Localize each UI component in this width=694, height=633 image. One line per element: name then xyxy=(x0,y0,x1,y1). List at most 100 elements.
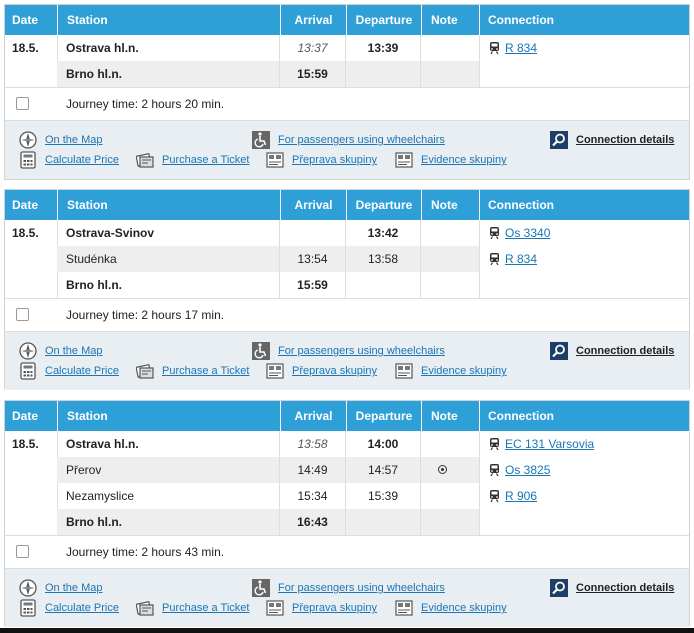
train-link[interactable]: Os 3340 xyxy=(505,226,551,240)
connection-details-link[interactable]: Connection details xyxy=(576,582,675,594)
station-name: Ostrava-Svinov xyxy=(57,220,280,246)
on-the-map-link[interactable]: On the Map xyxy=(45,345,103,357)
station-name: Přerov xyxy=(57,457,280,483)
on-the-map-link[interactable]: On the Map xyxy=(45,134,103,146)
departure-time: 14:00 xyxy=(346,431,421,457)
bottom-edge xyxy=(0,628,694,633)
group-transport-link[interactable]: Přeprava skupiny xyxy=(292,365,377,377)
arrival-time: 14:49 xyxy=(280,457,346,483)
train-link[interactable]: EC 131 Varsovia xyxy=(505,437,595,451)
departure-time: 13:58 xyxy=(346,246,421,272)
calculator-icon xyxy=(20,599,36,617)
calculate-price-link[interactable]: Calculate Price xyxy=(45,154,119,166)
on-the-map-link[interactable]: On the Map xyxy=(45,582,103,594)
station-name: Ostrava hl.n. xyxy=(57,35,280,61)
header-station: Station xyxy=(57,5,280,35)
header-date: Date xyxy=(12,198,39,212)
train-link[interactable]: R 834 xyxy=(505,41,538,55)
calculate-price-link[interactable]: Calculate Price xyxy=(45,365,119,377)
departure-time: 13:39 xyxy=(346,35,421,61)
table-row: Brno hl.n. 15:59 xyxy=(57,61,479,87)
group-evidence-link[interactable]: Evidence skupiny xyxy=(421,365,507,377)
group-evidence-icon xyxy=(395,600,413,616)
arrival-time: 15:59 xyxy=(280,61,346,87)
connection-details-link[interactable]: Connection details xyxy=(576,134,675,146)
note-cell xyxy=(421,61,479,87)
connection-train: R 906 xyxy=(489,483,537,509)
table-row: Nezamyslice 15:34 15:39 xyxy=(57,483,479,509)
purchase-ticket-link[interactable]: Purchase a Ticket xyxy=(162,365,250,377)
group-evidence-link[interactable]: Evidence skupiny xyxy=(421,154,507,166)
train-icon xyxy=(490,490,499,502)
departure-time xyxy=(346,272,421,298)
magnifier-icon xyxy=(550,579,568,597)
header-connection: Connection xyxy=(479,190,689,220)
table-row: Přerov 14:49 14:57 xyxy=(57,457,479,483)
wheelchair-icon xyxy=(252,342,270,360)
group-transport-link[interactable]: Přeprava skupiny xyxy=(292,154,377,166)
note-cell xyxy=(421,483,479,509)
train-link[interactable]: R 906 xyxy=(505,489,538,503)
group-evidence-icon xyxy=(395,363,413,379)
group-transport-icon xyxy=(266,152,284,168)
select-checkbox[interactable] xyxy=(16,545,29,558)
purchase-ticket-link[interactable]: Purchase a Ticket xyxy=(162,602,250,614)
table-row: Studénka 13:54 13:58 xyxy=(57,246,479,272)
departure-time: 14:57 xyxy=(346,457,421,483)
arrival-time: 16:43 xyxy=(280,509,346,535)
journey-time: Journey time: 2 hours 20 min. xyxy=(66,97,225,111)
header-departure: Departure xyxy=(346,401,421,431)
train-icon xyxy=(490,253,499,265)
journey-time-row: Journey time: 2 hours 43 min. xyxy=(5,535,689,568)
train-link[interactable]: R 834 xyxy=(505,252,538,266)
wheelchair-passengers-link[interactable]: For passengers using wheelchairs xyxy=(278,345,445,357)
select-checkbox[interactable] xyxy=(16,97,29,110)
station-name: Brno hl.n. xyxy=(57,61,280,87)
card-footer: On the Map Calculate Price Purchase a Ti… xyxy=(5,568,689,627)
table-row: Ostrava hl.n. 13:37 13:39 xyxy=(57,35,479,61)
header-connection: Connection xyxy=(479,401,689,431)
connection-train: Os 3340 xyxy=(489,220,550,246)
connection-card-2: Date Station Arrival Departure Note Conn… xyxy=(4,189,690,390)
table-row: Brno hl.n. 16:43 xyxy=(57,509,479,535)
train-icon xyxy=(490,42,499,54)
calculator-icon xyxy=(20,151,36,169)
station-name: Ostrava hl.n. xyxy=(57,431,280,457)
note-cell xyxy=(421,35,479,61)
ticket-icon xyxy=(136,152,154,168)
connection-card-3: Date Station Arrival Departure Note Conn… xyxy=(4,400,690,627)
table-row: Brno hl.n. 15:59 xyxy=(57,272,479,298)
compass-map-icon xyxy=(19,342,37,360)
departure-time: 15:39 xyxy=(346,483,421,509)
group-evidence-link[interactable]: Evidence skupiny xyxy=(421,602,507,614)
note-cell xyxy=(421,220,479,246)
stop-note-icon[interactable] xyxy=(438,465,447,474)
magnifier-icon xyxy=(550,342,568,360)
train-link[interactable]: Os 3825 xyxy=(505,463,551,477)
note-cell xyxy=(421,431,479,457)
ticket-icon xyxy=(136,363,154,379)
wheelchair-passengers-link[interactable]: For passengers using wheelchairs xyxy=(278,134,445,146)
purchase-ticket-link[interactable]: Purchase a Ticket xyxy=(162,154,250,166)
wheelchair-passengers-link[interactable]: For passengers using wheelchairs xyxy=(278,582,445,594)
station-name: Studénka xyxy=(57,246,280,272)
header-note: Note xyxy=(421,401,479,431)
station-name: Nezamyslice xyxy=(57,483,280,509)
wheelchair-icon xyxy=(252,579,270,597)
header-arrival: Arrival xyxy=(280,401,346,431)
header-station: Station xyxy=(57,401,280,431)
header-departure: Departure xyxy=(346,5,421,35)
group-transport-link[interactable]: Přeprava skupiny xyxy=(292,602,377,614)
calculate-price-link[interactable]: Calculate Price xyxy=(45,602,119,614)
station-name: Brno hl.n. xyxy=(57,272,280,298)
connection-train: R 834 xyxy=(489,246,537,272)
select-checkbox[interactable] xyxy=(16,308,29,321)
group-evidence-icon xyxy=(395,152,413,168)
header-note: Note xyxy=(421,5,479,35)
arrival-time xyxy=(280,220,346,246)
card-footer: On the Map Calculate Price Purchase a Ti… xyxy=(5,120,689,179)
arrival-time: 15:34 xyxy=(280,483,346,509)
header-note: Note xyxy=(421,190,479,220)
connection-train: R 834 xyxy=(489,35,537,61)
connection-details-link[interactable]: Connection details xyxy=(576,345,675,357)
